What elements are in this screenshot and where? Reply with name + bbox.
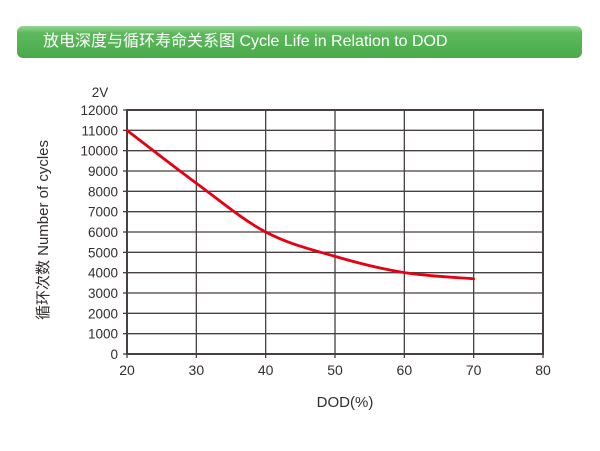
x-tick-label: 40 <box>258 362 274 378</box>
series-voltage-note: 2V <box>91 85 109 100</box>
y-tick-label: 5000 <box>88 245 118 260</box>
chart-title-banner: 放电深度与循环寿命关系图 Cycle Life in Relation to D… <box>17 26 582 58</box>
x-tick-label: 70 <box>466 362 482 378</box>
y-tick-label: 7000 <box>88 205 118 220</box>
y-tick-label: 8000 <box>88 184 118 199</box>
y-tick-label: 6000 <box>88 225 118 240</box>
x-tick-label: 30 <box>189 362 205 378</box>
y-tick-label: 9000 <box>88 164 118 179</box>
y-tick-label: 4000 <box>88 266 118 281</box>
cycle-life-curve <box>125 128 476 281</box>
y-tick-label: 0 <box>110 347 118 362</box>
y-tick-label: 1000 <box>88 327 118 342</box>
y-tick-label: 12000 <box>80 103 118 118</box>
y-tick-label: 11000 <box>81 123 118 138</box>
y-tick-label: 2000 <box>88 306 118 321</box>
chart-title: 放电深度与循环寿命关系图 Cycle Life in Relation to D… <box>43 33 448 50</box>
x-tick-label: 60 <box>397 362 413 378</box>
x-tick-label: 20 <box>119 362 135 378</box>
y-tick-label: 10000 <box>80 144 118 159</box>
x-axis-title: DOD(%) <box>316 394 374 411</box>
x-tick-label: 50 <box>327 362 343 378</box>
x-tick-label: 80 <box>535 362 551 378</box>
y-tick-label: 3000 <box>88 286 118 301</box>
